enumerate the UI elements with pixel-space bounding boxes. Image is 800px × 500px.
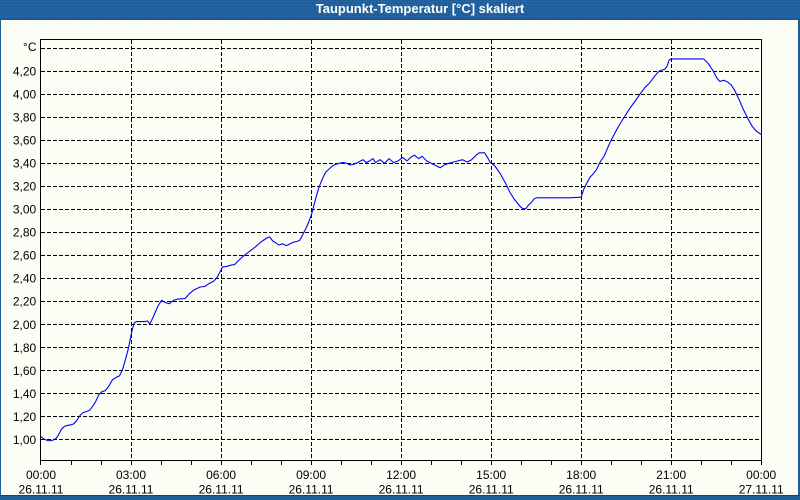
svg-text:26.11.11: 26.11.11 [289,483,334,497]
svg-text:Taupunkt-Temperatur [°C] skali: Taupunkt-Temperatur [°C] skaliert [316,1,525,16]
svg-text:2,60: 2,60 [13,249,37,263]
svg-text:3,20: 3,20 [13,180,37,194]
svg-text:00:00: 00:00 [26,468,56,482]
svg-text:26.11.11: 26.11.11 [559,483,604,497]
svg-text:°C: °C [23,40,37,54]
svg-text:06:00: 06:00 [206,468,236,482]
svg-text:2,20: 2,20 [13,295,37,309]
svg-text:26.11.11: 26.11.11 [109,483,154,497]
svg-text:2,00: 2,00 [13,318,37,332]
svg-text:1,20: 1,20 [13,410,37,424]
svg-text:4,00: 4,00 [13,87,37,101]
svg-text:12:00: 12:00 [386,468,416,482]
svg-text:26.11.11: 26.11.11 [199,483,244,497]
svg-text:18:00: 18:00 [566,468,596,482]
svg-text:3,00: 3,00 [13,203,37,217]
svg-text:3,60: 3,60 [13,134,37,148]
svg-text:4,20: 4,20 [13,64,37,78]
svg-text:03:00: 03:00 [116,468,146,482]
svg-text:00:00: 00:00 [746,468,776,482]
svg-text:1,00: 1,00 [13,433,37,447]
svg-text:1,80: 1,80 [13,341,37,355]
svg-text:2,40: 2,40 [13,272,37,286]
svg-text:1,40: 1,40 [13,387,37,401]
svg-text:1,60: 1,60 [13,364,37,378]
svg-text:3,80: 3,80 [13,110,37,124]
svg-text:27.11.11: 27.11.11 [739,483,784,497]
svg-text:26.11.11: 26.11.11 [469,483,514,497]
svg-text:26.11.11: 26.11.11 [19,483,64,497]
svg-text:26.11.11: 26.11.11 [379,483,424,497]
svg-text:3,40: 3,40 [13,157,37,171]
svg-text:15:00: 15:00 [476,468,506,482]
svg-text:09:00: 09:00 [296,468,326,482]
svg-text:21:00: 21:00 [656,468,686,482]
svg-text:2,80: 2,80 [13,226,37,240]
svg-text:26.11.11: 26.11.11 [649,483,694,497]
